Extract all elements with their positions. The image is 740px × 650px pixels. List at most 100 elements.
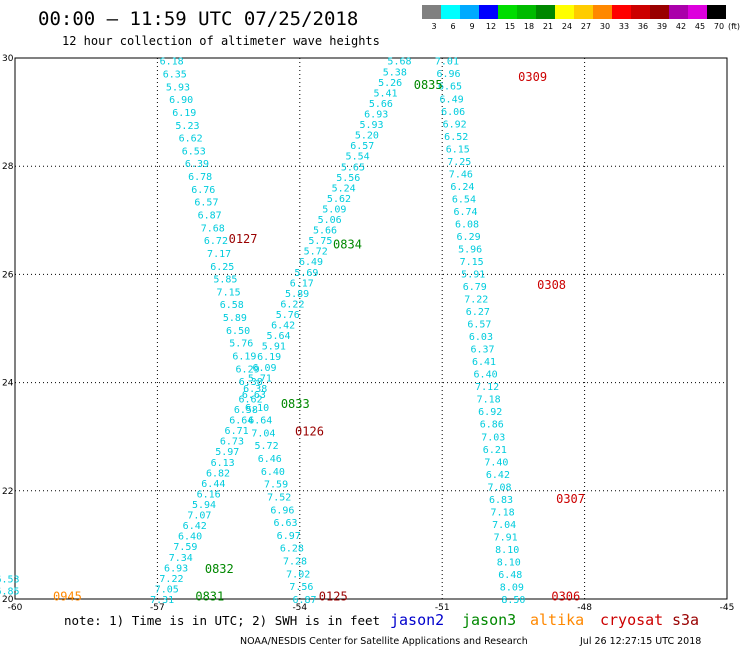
x-tick-label: -54 [292,603,307,613]
wave-height-value: 6.58 [234,405,258,416]
wave-height-value: 6.41 [472,357,496,368]
wave-height-value: 6.29 [236,364,260,375]
y-tick-label: 22 [2,487,13,497]
wave-height-value: 7.01 [435,57,459,68]
wave-height-value: 7.08 [487,482,511,493]
wave-height-value: 5.89 [285,289,309,300]
legend-label: 15 [505,22,515,31]
wave-height-value: 5.91 [461,270,485,281]
wave-height-value: 7.05 [155,584,179,595]
wave-height-value: 6.15 [446,144,470,155]
pass-time-label: 0126 [295,424,324,438]
wave-height-value: 7.03 [481,432,505,443]
pass-time-label: 0309 [518,70,547,84]
legend-label: 70 [714,22,724,31]
wave-height-value: 7.18 [477,395,501,406]
wave-height-value: 6.63 [242,390,266,401]
color-legend: 3 6 9 12 15 18 21 24 27 30 33 36 39 42 45 70 (ft) [422,5,740,31]
wave-height-value: 6.63 [274,518,298,529]
wave-height-value: 5.75 [308,236,332,247]
wave-height-value: 7.25 [447,157,471,168]
wave-height-value: 6.64 [229,416,253,427]
y-axis-ticks: 20 22 24 26 28 30 [2,54,14,605]
wave-height-value: 6.58 [220,300,244,311]
wave-height-value: 6.71 [225,426,249,437]
wave-height-value: 5.24 [332,183,356,194]
wave-height-value: 5.62 [327,194,351,205]
wave-height-value: 6.64 [248,416,272,427]
wave-height-value: 6.24 [450,182,474,193]
wave-height-value: 6.79 [463,282,487,293]
y-tick-label: 28 [2,162,14,172]
legend-label: 27 [581,22,591,31]
legend-swatch [593,5,612,19]
wave-height-value: 7.22 [464,295,488,306]
legend-label: 45 [695,22,705,31]
wave-height-value: 5.96 [458,244,482,255]
wave-height-value: 5.66 [313,226,337,237]
wave-height-value: 6.54 [452,194,476,205]
wave-height-values: 6.186.355.936.906.195.236.626.536.396.78… [0,57,525,606]
wave-height-value: 5.69 [294,268,318,279]
legend-label: 24 [562,22,572,31]
legend-label: 30 [600,22,610,31]
wave-height-value: 6.92 [478,407,502,418]
wave-height-value: 6.27 [466,307,490,318]
wave-height-value: 6.48 [498,570,522,581]
wave-height-value: 7.22 [159,574,183,585]
satellite-jason3: jason3 [462,611,516,629]
wave-height-value: 6.38 [243,384,267,395]
wave-height-value: 6.62 [179,134,203,145]
wave-height-value: 6.72 [204,236,228,247]
wave-height-value: 6.40 [261,467,285,478]
wave-height-value: 6.85 [0,587,20,598]
wave-height-value: 7.18 [491,507,515,518]
wave-height-value: 7.04 [251,428,275,439]
legend-swatch [555,5,574,19]
y-tick-label: 20 [2,595,14,605]
satellite-legend: jason2 jason3 altika cryosat s3a [390,611,699,629]
legend-label: 21 [543,22,553,31]
wave-height-value: 7.52 [267,492,291,503]
wave-height-value: 5.71 [248,373,272,384]
grid-lines [15,58,727,599]
wave-height-value: 6.86 [480,420,504,431]
satellite-s3a: s3a [672,611,699,629]
pass-time-label: 0125 [319,589,348,603]
legend-label: 6 [450,22,455,31]
x-tick-label: -51 [435,603,450,613]
wave-height-value: 6.97 [277,531,301,542]
x-tick-label: -60 [8,603,23,613]
pass-time-label: 0307 [556,492,585,506]
legend-label: 33 [619,22,629,31]
wave-height-value: 7.28 [283,557,307,568]
pass-time-label: 0308 [537,278,566,292]
wave-height-value: 5.97 [215,447,239,458]
wave-height-value: 6.42 [271,321,295,332]
wave-height-value: 6.44 [201,479,225,490]
wave-height-value: 6.38 [239,377,263,388]
wave-height-value: 6.57 [467,320,491,331]
satellite-cryosat: cryosat [600,611,663,629]
wave-height-value: 6.53 [0,575,20,586]
legend-label: 9 [469,22,474,31]
wave-height-value: 5.89 [223,313,247,324]
wave-height-value: 6.35 [163,70,187,81]
wave-height-value: 5.93 [166,82,190,93]
wave-height-value: 5.72 [304,247,328,258]
wave-height-value: 8.10 [497,557,521,568]
legend-swatch [650,5,669,19]
wave-height-value: 5.23 [175,121,199,132]
satellite-altika: altika [530,611,584,629]
wave-height-value: 7.68 [201,223,225,234]
wave-height-value: 5.68 [387,57,411,68]
plot-frame [14,57,728,600]
wave-height-value: 5.41 [373,88,397,99]
y-tick-label: 24 [2,379,14,389]
credit-text: NOAA/NESDIS Center for Satellite Applica… [240,636,528,647]
pass-time-label: 0835 [414,78,443,92]
wave-height-value: 7.15 [460,257,484,268]
pass-time-labels: 0835 0309 0127 0834 0308 0833 0126 0307 0832 0831… [53,70,585,603]
legend-label: 3 [431,22,436,31]
pass-time-label: 0945 [53,589,82,603]
